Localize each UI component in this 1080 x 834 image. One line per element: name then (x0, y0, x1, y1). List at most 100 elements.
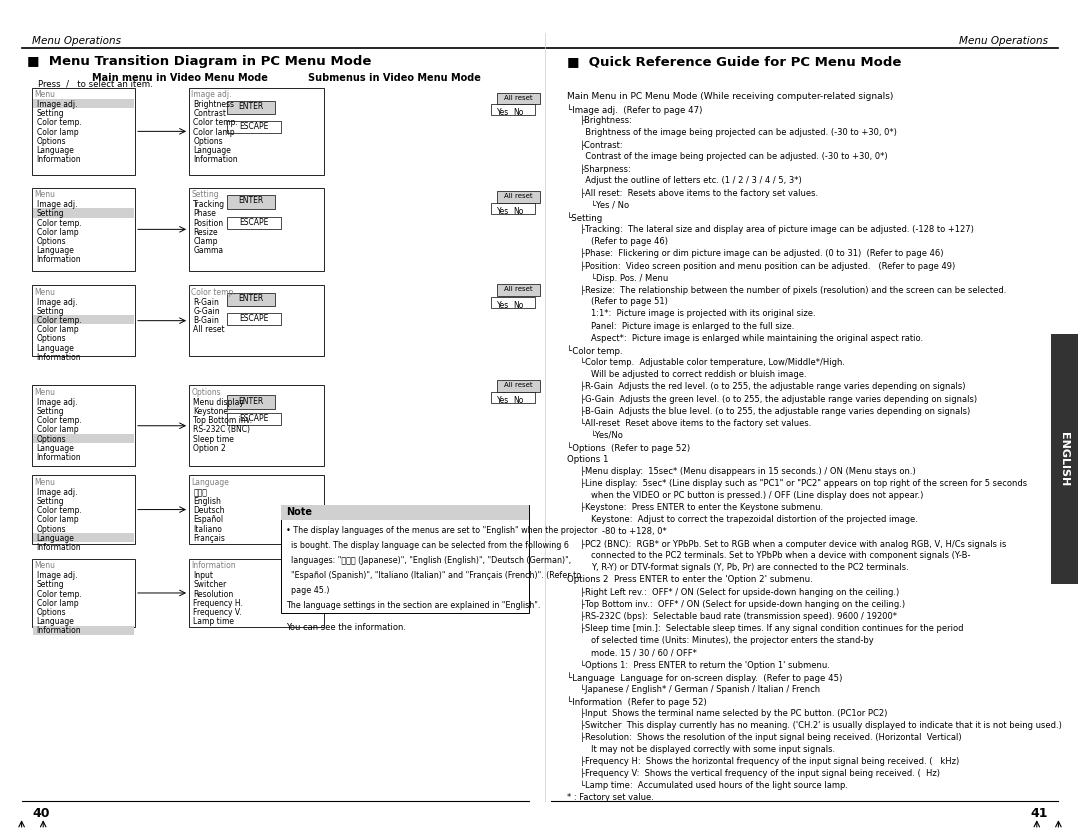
Text: Menu: Menu (35, 388, 55, 397)
Text: ├Line display:  5sec* (Line display such as "PC1" or "PC2" appears on top right : ├Line display: 5sec* (Line display such … (580, 479, 1027, 488)
Text: G-Gain: G-Gain (193, 307, 220, 316)
Text: ├Sleep time [min.]:  Selectable sleep times. If any signal condition continues f: ├Sleep time [min.]: Selectable sleep tim… (580, 624, 963, 633)
Text: Clamp: Clamp (193, 237, 218, 246)
Text: Color lamp: Color lamp (37, 515, 79, 525)
Text: ├Frequency V:  Shows the vertical frequency of the input signal being received. : ├Frequency V: Shows the vertical frequen… (580, 769, 940, 778)
Text: ├Top Bottom inv.:  OFF* / ON (Select for upside-down hanging on the ceiling.): ├Top Bottom inv.: OFF* / ON (Select for … (580, 600, 905, 609)
Bar (227, 395, 275, 409)
Bar (189, 559, 324, 627)
Text: Yes: Yes (497, 301, 509, 310)
Text: Resize: Resize (193, 228, 218, 237)
Text: ├Right Left rev.:  OFF* / ON (Select for upside-down hanging on the ceiling.): ├Right Left rev.: OFF* / ON (Select for … (580, 587, 900, 597)
Bar (33, 626, 134, 635)
Text: Yes: Yes (497, 108, 509, 118)
Text: "Español (Spanish)", "Italiano (Italian)" and "Français (French)". (Refer to: "Español (Spanish)", "Italiano (Italian)… (286, 571, 581, 580)
Text: Gamma: Gamma (193, 246, 224, 255)
Bar (497, 284, 540, 296)
Text: 40: 40 (32, 807, 50, 821)
Text: Yes: Yes (497, 396, 509, 405)
Text: Color temp.: Color temp. (191, 288, 235, 297)
Text: ├Tracking:  The lateral size and display area of picture image can be adjusted. : ├Tracking: The lateral size and display … (580, 224, 974, 234)
Bar (189, 285, 324, 356)
Text: ├Switcher  This display currently has no meaning. ('CH.2' is usually displayed t: ├Switcher This display currently has no … (580, 721, 1062, 730)
Bar (227, 101, 275, 114)
Text: Español: Español (193, 515, 224, 525)
Text: languages: "日本語 (Japanese)", "English (English)", "Deutsch (German)",: languages: "日本語 (Japanese)", "English (E… (286, 556, 571, 565)
Text: You can see the information.: You can see the information. (286, 623, 406, 632)
Text: Language: Language (37, 146, 75, 155)
Text: -80 to +128, 0*: -80 to +128, 0* (602, 527, 666, 536)
Text: ├G-Gain  Adjusts the green level. (o to 255, the adjustable range varies dependi: ├G-Gain Adjusts the green level. (o to 2… (580, 394, 977, 404)
Text: 41: 41 (1030, 807, 1048, 821)
Text: └All-reset  Reset above items to the factory set values.: └All-reset Reset above items to the fact… (580, 418, 811, 428)
Text: The language settings in the section are explained in "English".: The language settings in the section are… (286, 601, 541, 610)
Text: Option 2: Option 2 (193, 444, 226, 453)
Text: ├Contrast:: ├Contrast: (580, 140, 623, 149)
Text: ■  Menu Transition Diagram in PC Menu Mode: ■ Menu Transition Diagram in PC Menu Mod… (27, 55, 372, 68)
Text: Resolution: Resolution (193, 590, 233, 599)
Text: Input: Input (193, 571, 214, 580)
Bar (227, 313, 281, 325)
Text: ├Menu display:  15sec* (Menu disappears in 15 seconds.) / ON (Menu stays on.): ├Menu display: 15sec* (Menu disappears i… (580, 466, 916, 476)
Text: Frequency H.: Frequency H. (193, 599, 243, 608)
Text: └Japanese / English* / German / Spanish / Italian / French: └Japanese / English* / German / Spanish … (580, 684, 820, 694)
Bar (32, 188, 135, 271)
Text: Top Bottom inv.: Top Bottom inv. (193, 416, 253, 425)
Text: Setting: Setting (191, 190, 219, 199)
Text: ├R-Gain  Adjusts the red level. (o to 255, the adjustable range varies depending: ├R-Gain Adjusts the red level. (o to 255… (580, 382, 966, 391)
Text: ├Sharpness:: ├Sharpness: (580, 164, 632, 173)
Text: Français: Français (193, 534, 226, 543)
Text: Contrast of the image being projected can be adjusted. (-30 to +30, 0*): Contrast of the image being projected ca… (580, 152, 888, 161)
Text: RS-232C (BNC): RS-232C (BNC) (193, 425, 251, 435)
Text: ├All reset:  Resets above items to the factory set values.: ├All reset: Resets above items to the fa… (580, 188, 818, 198)
Text: Color lamp: Color lamp (37, 128, 79, 137)
Text: 1:1*:  Picture image is projected with its original size.: 1:1*: Picture image is projected with it… (591, 309, 815, 319)
Text: Information: Information (37, 543, 81, 552)
Text: ├Position:  Video screen position and menu position can be adjusted.   (Refer to: ├Position: Video screen position and men… (580, 261, 955, 270)
Text: Language: Language (37, 534, 75, 543)
Text: Language: Language (37, 617, 75, 626)
Text: Information: Information (191, 561, 235, 570)
Text: Keystone: Keystone (193, 407, 228, 416)
Text: ENTER: ENTER (239, 103, 264, 111)
Text: Image adj.: Image adj. (37, 298, 78, 307)
Text: Menu: Menu (35, 190, 55, 199)
Text: No: No (513, 301, 524, 310)
Bar (33, 315, 134, 324)
Text: Color lamp: Color lamp (193, 128, 235, 137)
Text: Menu Operations: Menu Operations (32, 36, 121, 46)
Text: ├PC2 (BNC):  RGB* or YPbPb. Set to RGB when a computer device with analog RGB, V: ├PC2 (BNC): RGB* or YPbPb. Set to RGB wh… (580, 539, 1007, 549)
Text: ENTER: ENTER (239, 294, 264, 303)
Text: └Yes / No: └Yes / No (591, 200, 629, 209)
Bar (281, 505, 529, 520)
Bar (227, 195, 275, 208)
Text: Setting: Setting (37, 307, 65, 316)
Text: Color lamp: Color lamp (37, 599, 79, 608)
Text: Image adj.: Image adj. (37, 200, 78, 209)
Text: Color temp.: Color temp. (37, 416, 81, 425)
Text: Color temp.: Color temp. (37, 590, 81, 599)
Text: Language: Language (37, 344, 75, 353)
Text: • The display languages of the menus are set to "English" when the projector: • The display languages of the menus are… (286, 526, 597, 535)
Text: Menu: Menu (35, 478, 55, 487)
Text: Note: Note (286, 507, 312, 517)
Text: Language: Language (193, 146, 231, 155)
Text: └Lamp time:  Accumulated used hours of the light source lamp.: └Lamp time: Accumulated used hours of th… (580, 781, 848, 791)
Text: All reset: All reset (504, 94, 532, 101)
Text: Color temp.: Color temp. (37, 506, 81, 515)
Bar (32, 88, 135, 175)
Bar (33, 434, 134, 443)
Text: └Image adj.  (Refer to page 47): └Image adj. (Refer to page 47) (567, 104, 702, 114)
Text: Contrast: Contrast (193, 109, 227, 118)
Text: (Refer to page 46): (Refer to page 46) (591, 237, 667, 246)
Text: No: No (513, 108, 524, 118)
Text: Y, R-Y) or DTV-format signals (Y, Pb, Pr) are connected to the PC2 terminals.: Y, R-Y) or DTV-format signals (Y, Pb, Pr… (591, 563, 908, 572)
Text: R-Gain: R-Gain (193, 298, 219, 307)
Text: Information: Information (37, 453, 81, 462)
Text: ├Resolution:  Shows the resolution of the input signal being received. (Horizont: ├Resolution: Shows the resolution of the… (580, 732, 961, 742)
Text: ├Keystone:  Press ENTER to enter the Keystone submenu.: ├Keystone: Press ENTER to enter the Keys… (580, 503, 823, 512)
Text: Deutsch: Deutsch (193, 506, 225, 515)
Text: ENGLISH: ENGLISH (1059, 431, 1069, 486)
Text: Submenus in Video Menu Mode: Submenus in Video Menu Mode (308, 73, 481, 83)
Text: Position: Position (193, 219, 224, 228)
